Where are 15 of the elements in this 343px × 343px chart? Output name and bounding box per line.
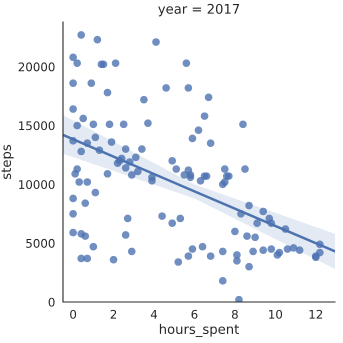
x-tick-label: 6	[192, 310, 198, 319]
x-tick-label: 0	[70, 310, 76, 319]
x-tick-label: 8	[232, 310, 238, 319]
x-tick-label: 4	[150, 310, 158, 319]
x-tick-label: 12	[310, 310, 322, 319]
y-tick-label: 0	[48, 298, 55, 307]
y-tick-label: 15000	[19, 121, 55, 130]
chart-title: year = 2017	[158, 4, 240, 16]
y-tick-label: 20000	[18, 62, 55, 72]
y-axis-title: steps	[2, 144, 14, 179]
y-tick-label: 10000	[19, 180, 55, 190]
x-axis-title: hours_spent	[160, 324, 239, 337]
x-tick-label: 10	[269, 310, 282, 319]
y-tick-label: 5000	[26, 238, 55, 248]
x-tick-label: 2	[110, 310, 116, 319]
